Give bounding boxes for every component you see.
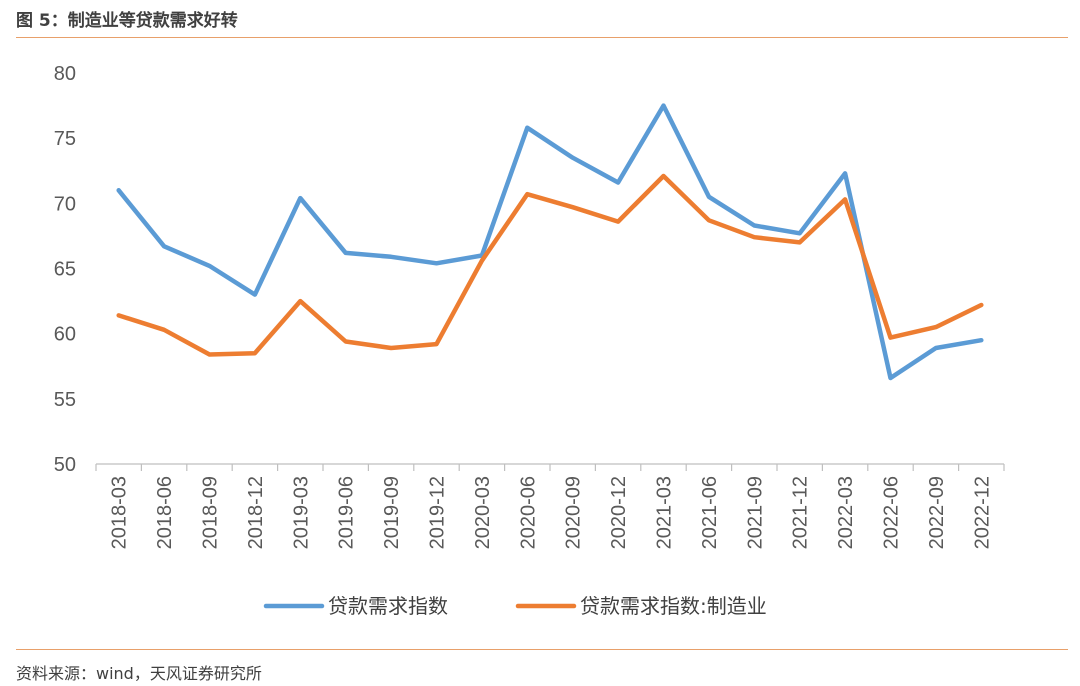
x-tick-label: 2022-12 xyxy=(971,476,993,549)
x-tick-label: 2019-12 xyxy=(427,476,449,549)
source-note: 资料来源：wind，天风证券研究所 xyxy=(16,664,262,683)
source-divider xyxy=(16,649,1068,650)
y-tick-label: 55 xyxy=(54,389,76,411)
x-tick-label: 2020-06 xyxy=(517,476,539,549)
x-tick-label: 2022-03 xyxy=(835,476,857,549)
x-tick-label: 2022-09 xyxy=(926,476,948,549)
y-tick-label: 75 xyxy=(54,128,76,150)
x-tick-label: 2021-03 xyxy=(654,476,676,549)
legend-label: 贷款需求指数:制造业 xyxy=(580,594,767,618)
chart-legend: 贷款需求指数 贷款需求指数:制造业 xyxy=(263,594,767,618)
x-tick-label: 2020-12 xyxy=(608,476,630,549)
x-tick-label: 2019-03 xyxy=(290,476,312,549)
y-tick-label: 60 xyxy=(54,324,76,346)
x-tick-label: 2021-12 xyxy=(790,476,812,549)
figure-title: 图 5：制造业等贷款需求好转 xyxy=(16,11,238,31)
y-tick-label: 70 xyxy=(54,193,76,215)
y-tick-label: 50 xyxy=(54,454,76,476)
x-tick-label: 2018-09 xyxy=(200,476,222,549)
series-lines xyxy=(116,103,984,381)
x-tick-label: 2018-12 xyxy=(245,476,267,549)
y-tick-label: 80 xyxy=(54,63,76,85)
x-tick-label: 2019-06 xyxy=(336,476,358,549)
x-tick-label: 2019-09 xyxy=(381,476,403,549)
x-tick-label: 2022-06 xyxy=(881,476,903,549)
x-tick-label: 2018-06 xyxy=(154,476,176,549)
x-tick-label: 2018-03 xyxy=(109,476,131,549)
title-divider xyxy=(16,37,1068,38)
series-line-loan-demand xyxy=(116,103,984,381)
legend-label: 贷款需求指数 xyxy=(328,594,448,618)
x-tick-label: 2021-06 xyxy=(699,476,721,549)
chart-axes xyxy=(95,463,1005,471)
x-axis-tick-labels: 2018-03 2018-06 2018-09 2018-12 2019-03 2019-… xyxy=(109,476,994,549)
y-tick-label: 65 xyxy=(54,259,76,281)
x-tick-label: 2020-09 xyxy=(563,476,585,549)
x-tick-label: 2020-03 xyxy=(472,476,494,549)
y-axis-tick-labels: 50 55 60 65 70 75 80 xyxy=(54,63,76,476)
series-line-loan-demand-manufacturing xyxy=(116,173,984,357)
x-tick-label: 2021-09 xyxy=(744,476,766,549)
